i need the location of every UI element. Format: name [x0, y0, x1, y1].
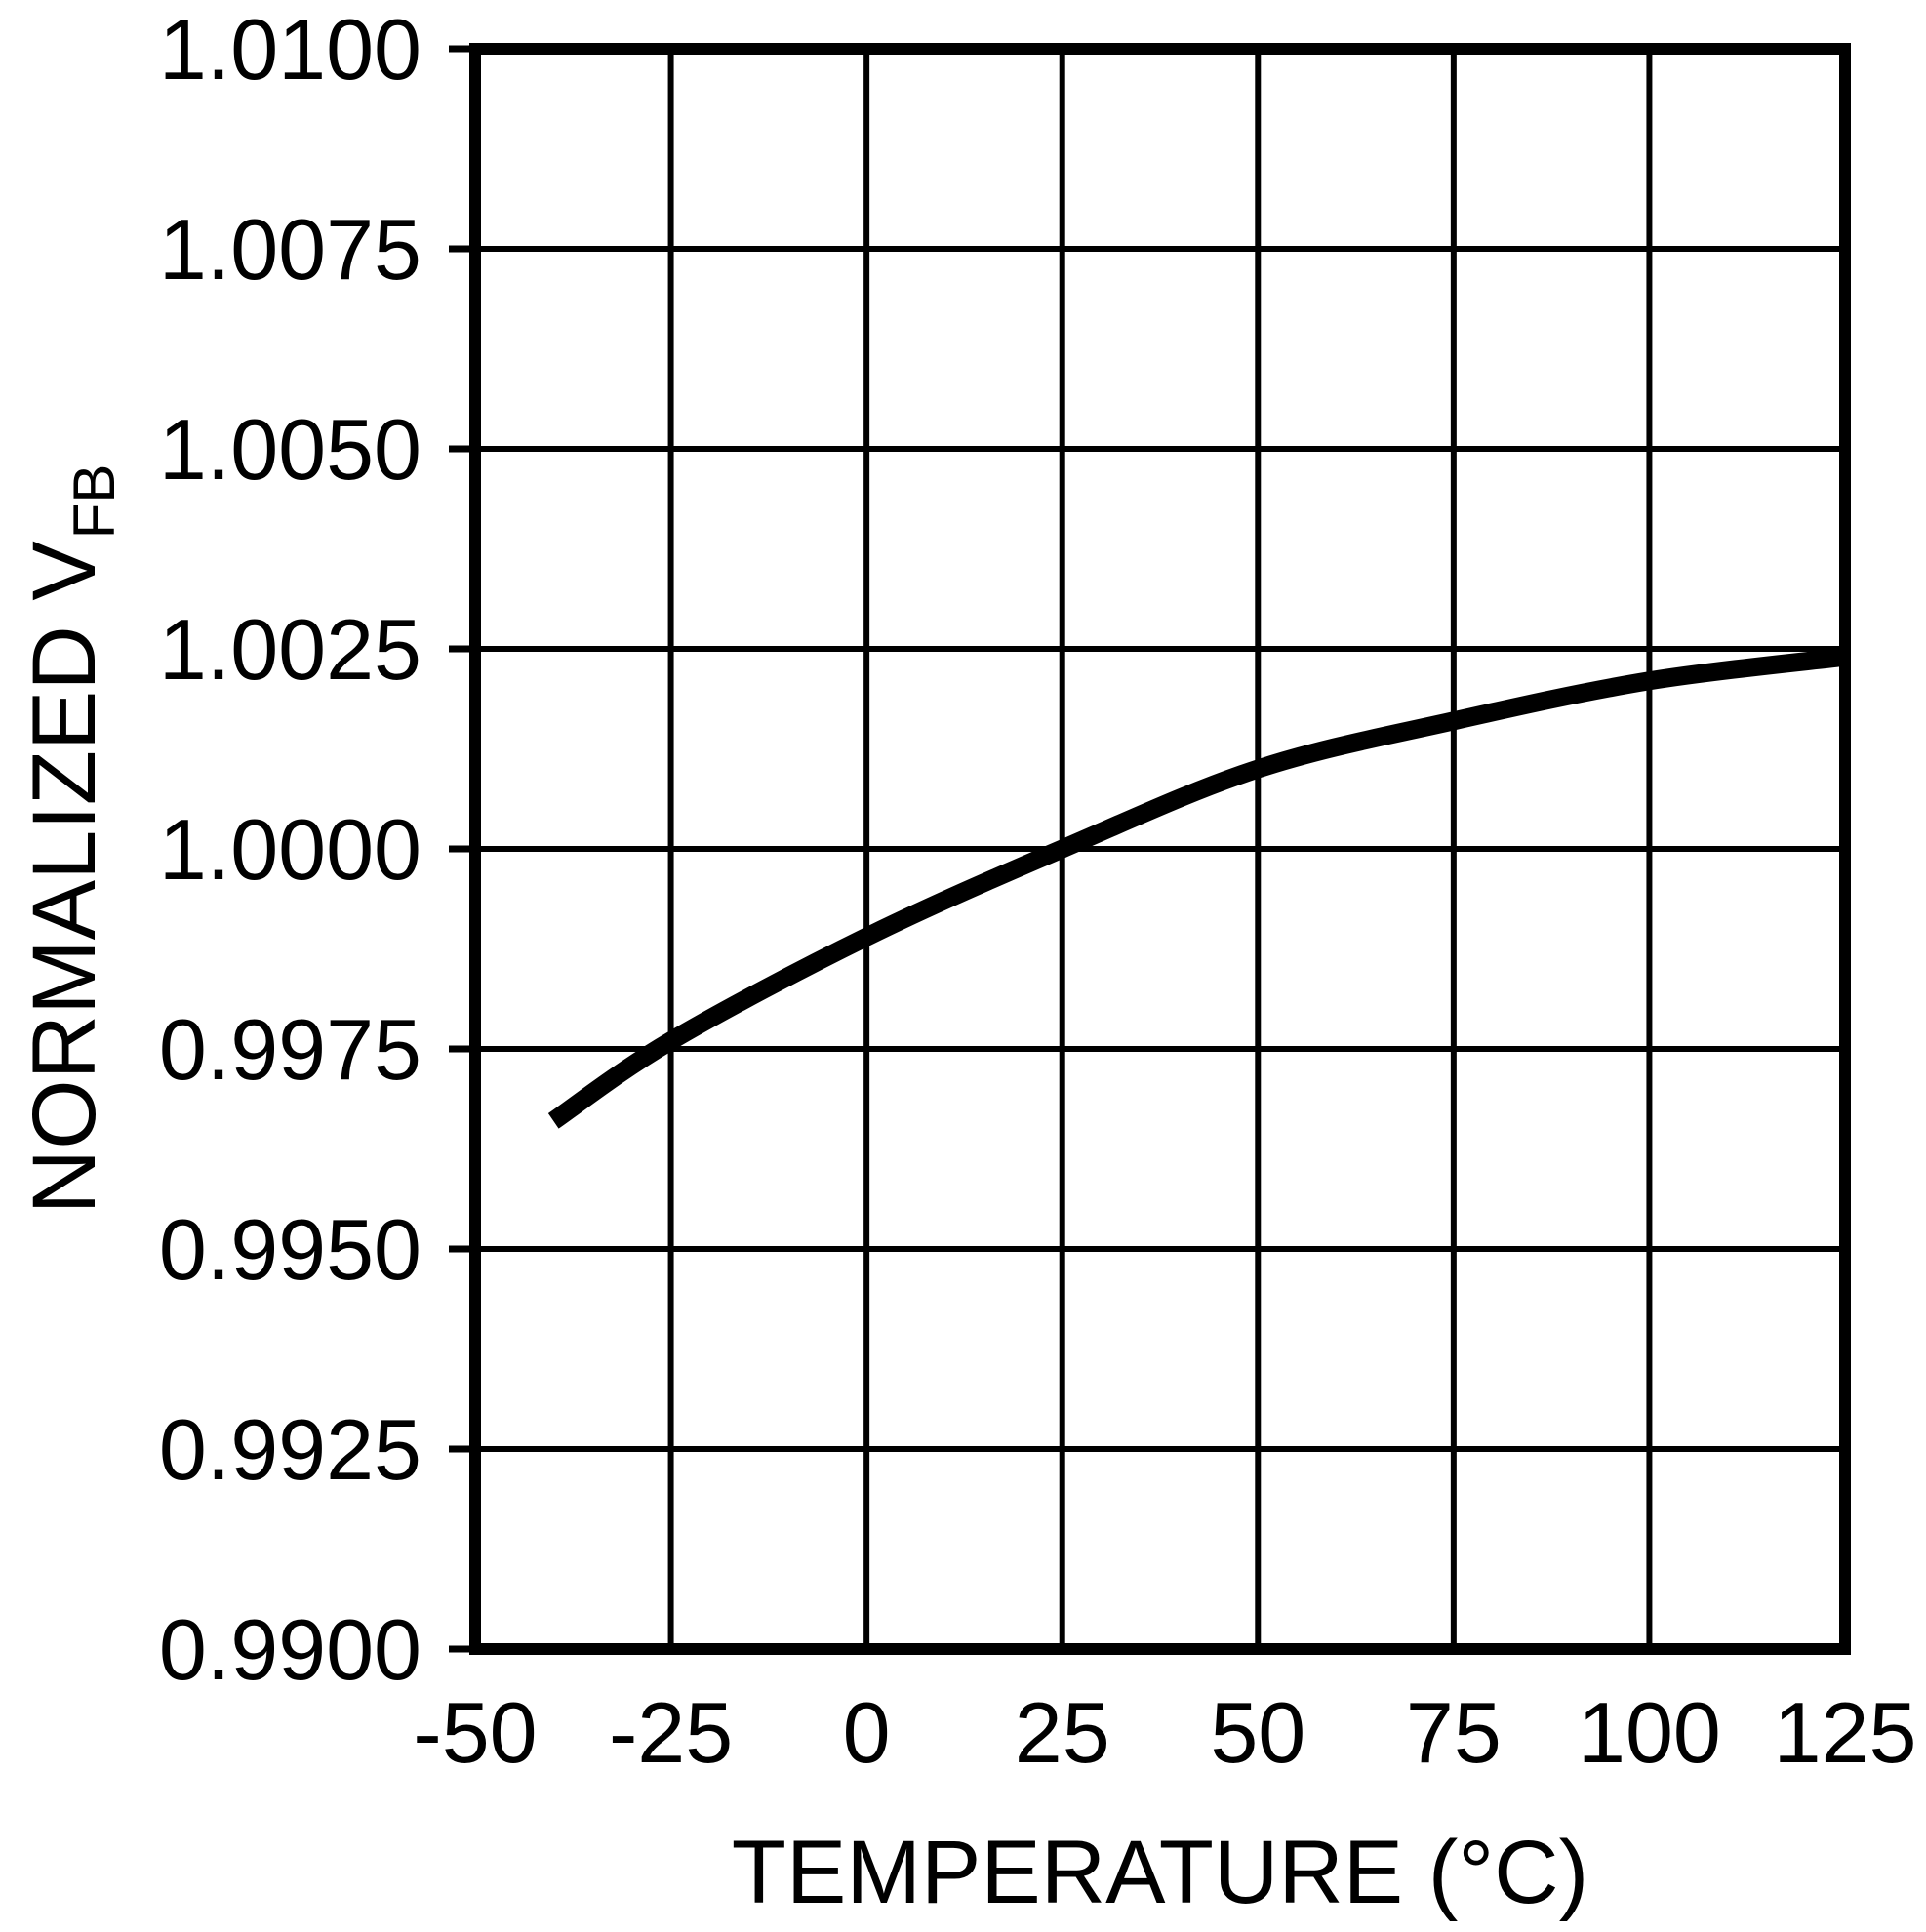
- plot-frame: [469, 43, 1851, 1655]
- x-tick-label: 50: [1210, 1684, 1305, 1781]
- x-tick-label: 100: [1578, 1684, 1721, 1781]
- vfb-curve: [547, 647, 1847, 1129]
- y-axis-title: NORMALIZED VFB: [15, 464, 127, 1215]
- x-tick-label: -50: [413, 1684, 537, 1781]
- x-tick-labels: -50 -25 0 25 50 75 100 125: [413, 1684, 1916, 1781]
- y-tick-label: 0.9975: [159, 1001, 421, 1098]
- y-axis-title-sub: FB: [61, 464, 127, 540]
- x-tick-label: 125: [1774, 1684, 1917, 1781]
- x-tick-label: 0: [843, 1684, 891, 1781]
- y-tick-labels: 1.0100 1.0075 1.0050 1.0025 1.0000 0.9975 0.99…: [159, 1, 421, 1698]
- y-tick-label: 0.9950: [159, 1201, 421, 1298]
- x-tick-label: 75: [1406, 1684, 1502, 1781]
- y-tick-label: 0.9925: [159, 1401, 421, 1498]
- x-tick-label: 25: [1015, 1684, 1110, 1781]
- y-tick-label: 1.0075: [159, 201, 421, 298]
- y-tick-label: 1.0025: [159, 601, 421, 698]
- y-tick-label: 1.0100: [159, 1, 421, 98]
- x-tick-label: -25: [609, 1684, 733, 1781]
- y-tick-label: 1.0050: [159, 401, 421, 498]
- gridlines: [472, 46, 1848, 1652]
- y-tick-label: 0.9900: [159, 1601, 421, 1698]
- x-axis-title: TEMPERATURE (°C): [732, 1823, 1588, 1922]
- y-tick-label: 1.0000: [159, 801, 421, 898]
- y-axis-title-main: NORMALIZED V: [15, 541, 114, 1214]
